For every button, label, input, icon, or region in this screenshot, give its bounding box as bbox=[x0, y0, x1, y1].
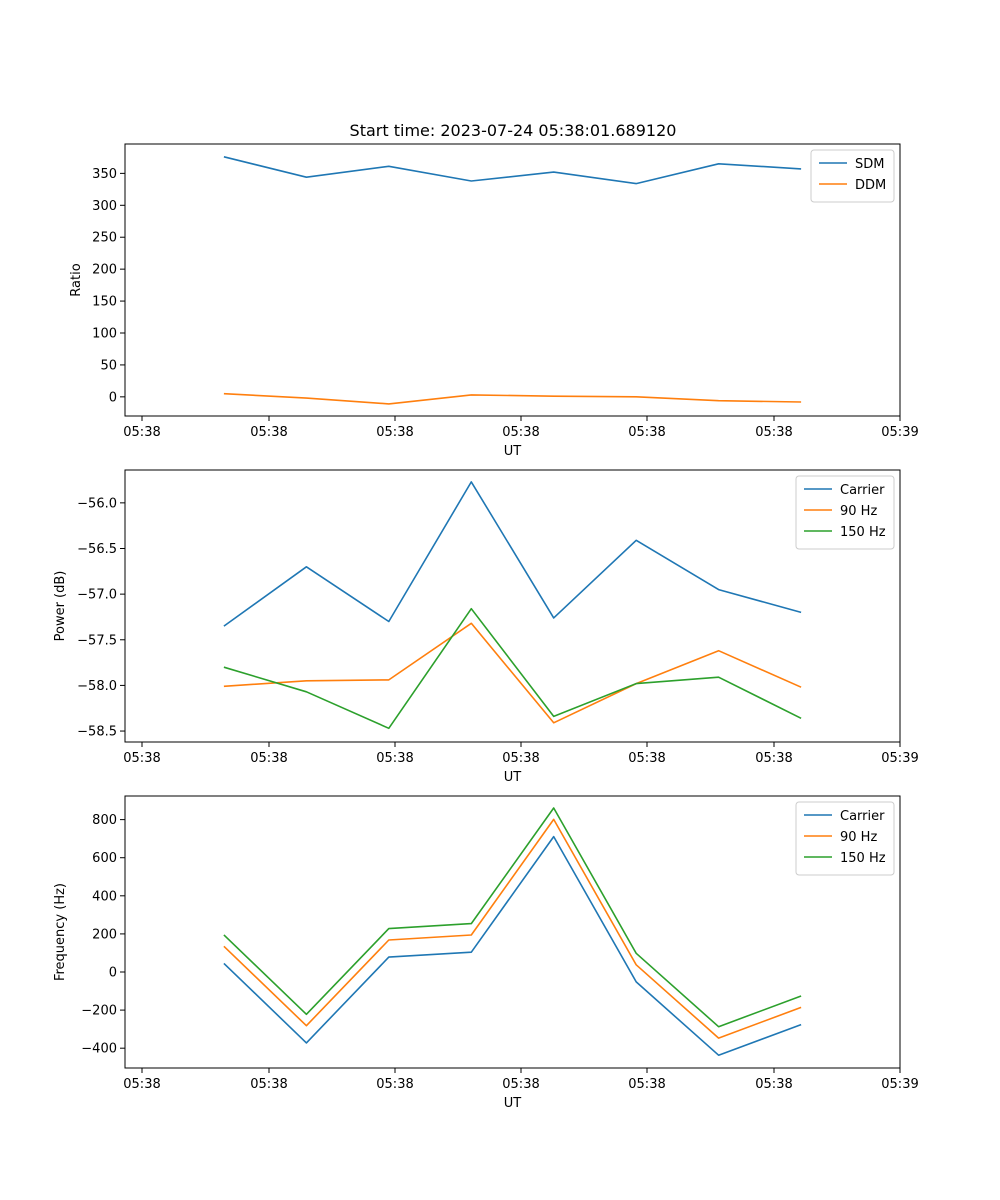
x-tick-label: 05:38 bbox=[123, 425, 160, 440]
y-tick-label: 0 bbox=[109, 390, 117, 405]
axes-frame bbox=[124, 795, 901, 1069]
series-line-sdm bbox=[223, 156, 802, 185]
x-tick-label: 05:38 bbox=[376, 751, 413, 766]
x-tick-label: 05:38 bbox=[628, 1077, 665, 1092]
x-tick-label: 05:38 bbox=[250, 751, 287, 766]
x-axis-label: UT bbox=[504, 770, 522, 785]
legend-label: Carrier bbox=[840, 483, 885, 498]
y-tick-label: −57.0 bbox=[77, 588, 117, 603]
series-line-ddm bbox=[223, 392, 802, 405]
x-tick-label: 05:38 bbox=[628, 425, 665, 440]
x-tick-label: 05:38 bbox=[755, 425, 792, 440]
y-tick-label: 50 bbox=[100, 358, 117, 373]
x-tick-label: 05:38 bbox=[502, 425, 539, 440]
chart-panel-3: 05:38 05:38 05:38 05:38 05:38 05:38 05:39 800 60… bbox=[53, 795, 919, 1111]
y-tick-label: −58.5 bbox=[77, 725, 117, 740]
y-tick-label: 800 bbox=[92, 813, 117, 828]
x-tick-label: 05:38 bbox=[755, 1077, 792, 1092]
y-tick-label: 200 bbox=[92, 927, 117, 942]
series-line-150-hz bbox=[223, 807, 802, 1028]
legend-label: 150 Hz bbox=[840, 525, 886, 540]
legend-label: 90 Hz bbox=[840, 830, 877, 845]
chart-title: Start time: 2023-07-24 05:38:01.689120 bbox=[350, 121, 677, 140]
y-tick-label: −400 bbox=[81, 1042, 117, 1057]
x-tick-label: 05:38 bbox=[628, 751, 665, 766]
legend-label: DDM bbox=[855, 178, 886, 193]
y-tick-label: 100 bbox=[92, 326, 117, 341]
x-tick-label: 05:39 bbox=[881, 751, 918, 766]
x-tick-label: 05:39 bbox=[881, 425, 918, 440]
y-tick-label: 0 bbox=[109, 966, 117, 981]
y-tick-label: −200 bbox=[81, 1004, 117, 1019]
series-line-carrier bbox=[223, 835, 802, 1056]
x-tick-label: 05:38 bbox=[376, 1077, 413, 1092]
legend-label: 90 Hz bbox=[840, 504, 877, 519]
x-tick-label: 05:39 bbox=[881, 1077, 918, 1092]
x-tick-label: 05:38 bbox=[376, 425, 413, 440]
y-tick-label: 200 bbox=[92, 263, 117, 278]
y-tick-label: 600 bbox=[92, 851, 117, 866]
axes-frame bbox=[124, 469, 901, 743]
series-line-90-hz bbox=[223, 622, 802, 724]
legend-label: Carrier bbox=[840, 809, 885, 824]
y-tick-label: −56.0 bbox=[77, 496, 117, 511]
series-line-90-hz bbox=[223, 818, 802, 1039]
y-tick-label: 300 bbox=[92, 199, 117, 214]
y-axis-label: Frequency (Hz) bbox=[53, 883, 68, 981]
series-line-150-hz bbox=[223, 607, 802, 730]
legend-label: 150 Hz bbox=[840, 851, 886, 866]
y-axis-label: Power (dB) bbox=[53, 571, 68, 642]
series-line-carrier bbox=[223, 481, 802, 627]
x-tick-label: 05:38 bbox=[123, 751, 160, 766]
chart-panel-2: 05:38 05:38 05:38 05:38 05:38 05:38 05:39 −56.0… bbox=[53, 469, 919, 785]
x-tick-label: 05:38 bbox=[502, 751, 539, 766]
y-tick-label: −57.5 bbox=[77, 633, 117, 648]
y-tick-label: 150 bbox=[92, 295, 117, 310]
x-axis-label: UT bbox=[504, 444, 522, 459]
x-tick-label: 05:38 bbox=[502, 1077, 539, 1092]
legend-label: SDM bbox=[855, 157, 884, 172]
x-axis-label: UT bbox=[504, 1096, 522, 1111]
x-tick-label: 05:38 bbox=[755, 751, 792, 766]
y-tick-label: −58.0 bbox=[77, 679, 117, 694]
x-tick-label: 05:38 bbox=[250, 1077, 287, 1092]
x-tick-label: 05:38 bbox=[250, 425, 287, 440]
y-tick-label: 350 bbox=[92, 167, 117, 182]
y-tick-label: 250 bbox=[92, 231, 117, 246]
axes-frame bbox=[124, 143, 901, 417]
y-axis-label: Ratio bbox=[69, 263, 84, 296]
x-tick-label: 05:38 bbox=[123, 1077, 160, 1092]
chart-panel-1: 05:38 05:38 05:38 05:38 05:38 05:38 05:39 0 50 10… bbox=[69, 143, 919, 459]
y-tick-label: 400 bbox=[92, 889, 117, 904]
y-tick-label: −56.5 bbox=[77, 542, 117, 557]
